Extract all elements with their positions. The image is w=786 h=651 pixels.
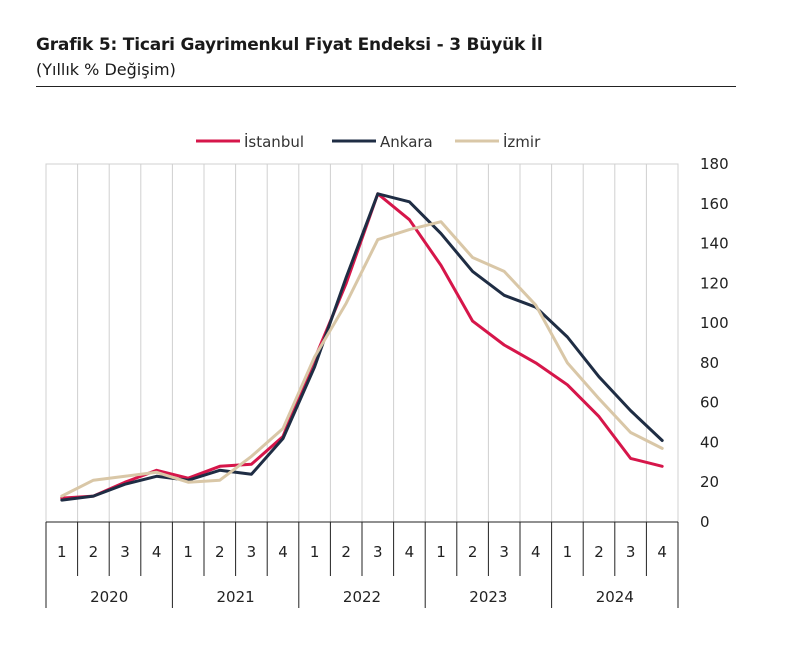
y-tick-label: 160 xyxy=(700,195,729,213)
quarter-label: 3 xyxy=(499,543,509,561)
y-tick-label: 60 xyxy=(700,394,719,412)
quarter-label: 4 xyxy=(278,543,288,561)
legend-label: İzmir xyxy=(503,132,541,151)
y-tick-label: 120 xyxy=(700,274,729,292)
quarter-label: 4 xyxy=(405,543,415,561)
y-tick-label: 180 xyxy=(700,155,729,173)
quarter-label: 4 xyxy=(152,543,162,561)
quarter-label: 3 xyxy=(247,543,257,561)
year-label: 2023 xyxy=(469,588,507,606)
quarter-label: 4 xyxy=(657,543,667,561)
quarter-label: 3 xyxy=(626,543,636,561)
quarter-label: 2 xyxy=(594,543,604,561)
title-rule xyxy=(36,86,736,87)
series-line xyxy=(60,220,664,498)
series-line xyxy=(60,192,664,502)
chart-title: Grafik 5: Ticari Gayrimenkul Fiyat Endek… xyxy=(36,35,543,55)
quarter-label: 3 xyxy=(120,543,130,561)
quarter-label: 2 xyxy=(341,543,351,561)
quarter-label: 1 xyxy=(310,543,320,561)
year-label: 2021 xyxy=(217,588,255,606)
y-tick-label: 20 xyxy=(700,473,719,491)
quarter-label: 2 xyxy=(215,543,225,561)
y-tick-label: 40 xyxy=(700,433,719,451)
quarter-label: 2 xyxy=(468,543,478,561)
legend-label: Ankara xyxy=(380,133,433,151)
chart-subtitle: (Yıllık % Değişim) xyxy=(36,60,176,79)
year-label: 2020 xyxy=(90,588,128,606)
y-tick-label: 100 xyxy=(700,314,729,332)
quarter-label: 1 xyxy=(183,543,193,561)
year-label: 2024 xyxy=(596,588,634,606)
quarter-label: 2 xyxy=(89,543,99,561)
y-tick-label: 0 xyxy=(700,513,710,531)
quarter-label: 1 xyxy=(436,543,446,561)
quarter-label: 1 xyxy=(563,543,573,561)
series-ankara xyxy=(60,192,664,502)
y-tick-label: 140 xyxy=(700,235,729,253)
quarter-label: 4 xyxy=(531,543,541,561)
legend-label: İstanbul xyxy=(244,132,304,151)
quarter-label: 3 xyxy=(373,543,383,561)
series-i̇zmir xyxy=(60,220,664,498)
legend: İstanbul Ankara İzmir xyxy=(196,132,541,151)
quarter-label: 1 xyxy=(57,543,67,561)
year-label: 2022 xyxy=(343,588,381,606)
y-tick-label: 80 xyxy=(700,354,719,372)
